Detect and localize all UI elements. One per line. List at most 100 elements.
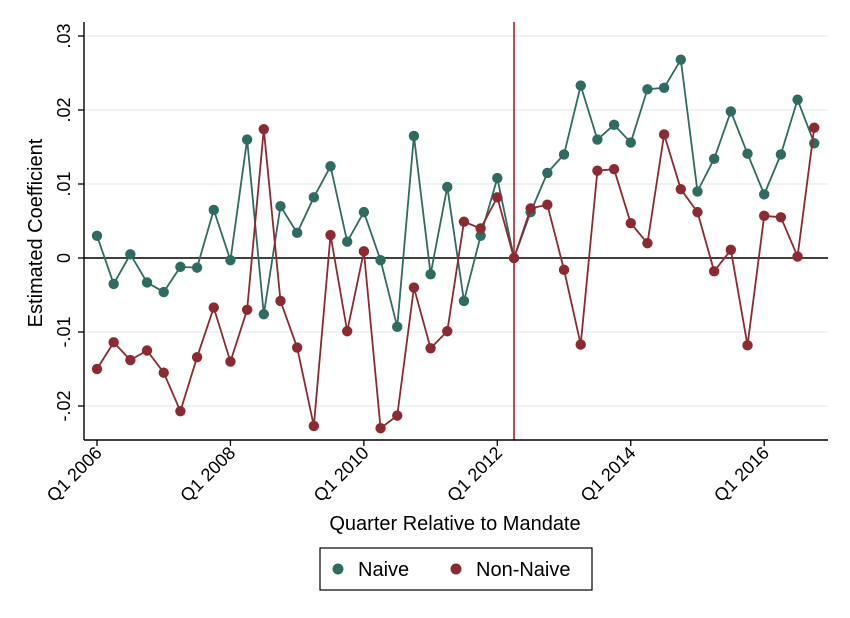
data-point [475, 223, 486, 234]
data-point [191, 262, 203, 273]
x-tick-label: Q1 2008 [176, 443, 239, 506]
legend-marker [332, 563, 344, 575]
x-tick-label: Q1 2014 [577, 443, 640, 506]
data-point [408, 130, 420, 142]
data-point [675, 54, 686, 65]
y-tick-labels: .03 .02 .01 0 -.01 -.02 [54, 23, 84, 422]
data-point [358, 206, 370, 218]
data-point [208, 204, 219, 216]
data-point [275, 201, 286, 212]
y-tick-label: .01 [54, 171, 74, 196]
grid-lines [84, 35, 828, 407]
data-point [525, 203, 536, 214]
data-point [658, 82, 670, 94]
data-point [191, 351, 203, 363]
data-point [125, 249, 136, 260]
y-tick-label: .02 [54, 97, 74, 122]
data-point [775, 149, 787, 160]
data-point [241, 304, 253, 315]
data-point [141, 345, 153, 356]
x-tick-label: Q1 2012 [443, 443, 506, 506]
data-point [475, 230, 486, 241]
data-point [425, 343, 436, 354]
data-point [625, 137, 636, 148]
data-point [241, 134, 253, 145]
series-line [96, 58, 816, 328]
data-point [558, 264, 570, 276]
legend-label: Naive [358, 559, 409, 581]
data-point [558, 149, 570, 160]
data-point [175, 405, 186, 417]
data-point [658, 129, 670, 140]
data-point [91, 363, 103, 375]
data-point [575, 339, 586, 350]
data-point [575, 80, 586, 91]
data-point [375, 423, 386, 434]
data-point [708, 266, 720, 277]
data-point [141, 277, 153, 288]
data-point [425, 269, 436, 280]
data-point [792, 94, 803, 105]
data-point [125, 354, 136, 366]
data-point [342, 326, 353, 337]
data-point [158, 286, 169, 298]
data-point [458, 216, 470, 227]
data-point [158, 367, 169, 378]
x-tick-label: Q1 2010 [310, 443, 373, 506]
data-point [91, 230, 103, 241]
data-point [392, 321, 403, 333]
data-point [642, 84, 653, 95]
legend: Naive Non-Naive [319, 547, 593, 591]
x-tick-label: Q1 2016 [710, 443, 773, 506]
data-point [608, 119, 620, 130]
data-point [809, 122, 820, 133]
y-tick-label: 0 [54, 253, 74, 263]
x-tick-labels: Q1 2006 Q1 2008 Q1 2010 Q1 2012 Q1 2014 Q1 20… [43, 440, 773, 506]
data-point [725, 106, 737, 117]
data-point [625, 218, 636, 229]
data-point [325, 229, 336, 241]
data-point [759, 210, 770, 222]
legend-marker [450, 563, 462, 575]
data-point [809, 138, 820, 149]
data-point [692, 186, 703, 197]
data-point [275, 295, 286, 307]
series-layer [91, 54, 820, 434]
y-tick-label: -.02 [54, 390, 74, 421]
data-point [592, 165, 603, 176]
y-axis-title: Estimated Coefficient [25, 138, 47, 327]
data-point [608, 164, 620, 175]
data-point [642, 238, 653, 249]
data-point [308, 192, 320, 203]
x-axis-title: Quarter Relative to Mandate [329, 513, 580, 535]
data-point [458, 295, 470, 307]
data-point [542, 167, 553, 179]
data-point [675, 183, 686, 195]
data-point [358, 246, 370, 257]
data-point [375, 255, 386, 266]
data-point [775, 212, 787, 223]
legend-label: Non-Naive [476, 559, 570, 581]
data-point [792, 251, 803, 262]
data-point [208, 302, 219, 313]
x-tick-label: Q1 2006 [43, 443, 106, 506]
data-point [742, 148, 753, 159]
data-point [225, 255, 236, 266]
data-point [508, 252, 520, 264]
data-point [308, 420, 320, 432]
data-point [108, 337, 119, 348]
data-point [291, 227, 303, 239]
series-non-naive [91, 122, 820, 434]
data-point [258, 124, 269, 135]
data-point [542, 199, 553, 210]
data-point [492, 172, 503, 184]
y-tick-label: -.01 [54, 316, 74, 347]
data-point [392, 410, 403, 421]
data-point [342, 236, 353, 247]
data-point [175, 261, 186, 273]
data-point [442, 326, 453, 337]
y-tick-label: .03 [54, 23, 74, 48]
data-point [759, 189, 770, 200]
data-point [108, 278, 119, 290]
